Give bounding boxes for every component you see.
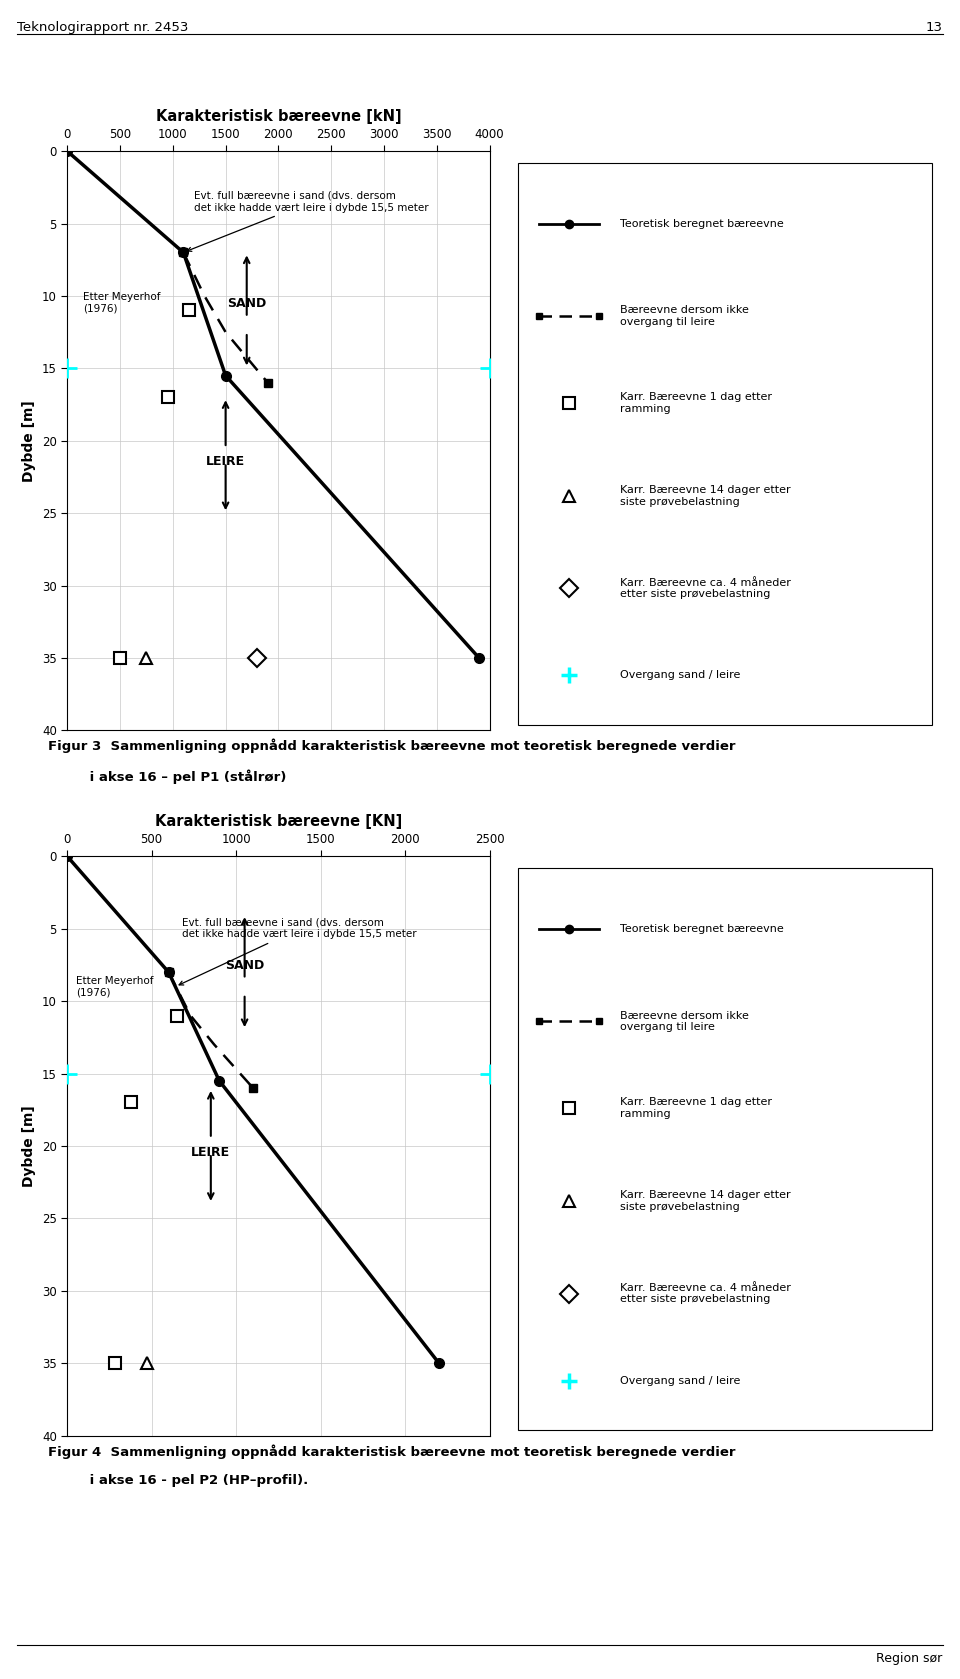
Text: Etter Meyerhof
(1976): Etter Meyerhof (1976)	[77, 975, 154, 997]
Text: Bæreevne dersom ikke
overgang til leire: Bæreevne dersom ikke overgang til leire	[620, 1011, 749, 1033]
Text: LEIRE: LEIRE	[191, 1145, 230, 1159]
Text: Karr. Bæreevne 1 dag etter
ramming: Karr. Bæreevne 1 dag etter ramming	[620, 393, 773, 415]
Text: Karr. Bæreevne 14 dager etter
siste prøvebelastning: Karr. Bæreevne 14 dager etter siste prøv…	[620, 1190, 791, 1212]
Text: Karr. Bæreevne ca. 4 måneder
etter siste prøvebelastning: Karr. Bæreevne ca. 4 måneder etter siste…	[620, 1283, 791, 1305]
Text: i akse 16 – pel P1 (stålrør): i akse 16 – pel P1 (stålrør)	[48, 769, 286, 784]
Text: LEIRE: LEIRE	[206, 455, 245, 468]
Text: Region sør: Region sør	[876, 1652, 943, 1666]
Text: Karr. Bæreevne ca. 4 måneder
etter siste prøvebelastning: Karr. Bæreevne ca. 4 måneder etter siste…	[620, 578, 791, 599]
Y-axis label: Dybde [m]: Dybde [m]	[22, 1105, 36, 1187]
Text: Karr. Bæreevne 1 dag etter
ramming: Karr. Bæreevne 1 dag etter ramming	[620, 1098, 773, 1120]
Title: Karakteristisk bæreevne [kN]: Karakteristisk bæreevne [kN]	[156, 109, 401, 124]
Text: Teoretisk beregnet bæreevne: Teoretisk beregnet bæreevne	[620, 218, 784, 228]
Text: i akse 16 - pel P2 (HP–profil).: i akse 16 - pel P2 (HP–profil).	[48, 1474, 308, 1488]
Text: Teoretisk beregnet bæreevne: Teoretisk beregnet bæreevne	[620, 923, 784, 934]
Text: Evt. full bæreevne i sand (dvs. dersom
det ikke hadde vært leire i dybde 15,5 me: Evt. full bæreevne i sand (dvs. dersom d…	[180, 918, 417, 986]
Text: Etter Meyerhof
(1976): Etter Meyerhof (1976)	[84, 292, 160, 314]
Text: Figur 3  Sammenligning oppnådd karakteristisk bæreevne mot teoretisk beregnede v: Figur 3 Sammenligning oppnådd karakteris…	[48, 739, 735, 754]
Text: Overgang sand / leire: Overgang sand / leire	[620, 670, 741, 680]
Text: SAND: SAND	[225, 959, 264, 972]
Text: Teknologirapport nr. 2453: Teknologirapport nr. 2453	[17, 20, 189, 34]
Text: Bæreevne dersom ikke
overgang til leire: Bæreevne dersom ikke overgang til leire	[620, 306, 749, 327]
Text: SAND: SAND	[228, 297, 266, 311]
Text: Figur 4  Sammenligning oppnådd karakteristisk bæreevne mot teoretisk beregnede v: Figur 4 Sammenligning oppnådd karakteris…	[48, 1444, 735, 1459]
Text: 13: 13	[925, 20, 943, 34]
Text: Karr. Bæreevne 14 dager etter
siste prøvebelastning: Karr. Bæreevne 14 dager etter siste prøv…	[620, 485, 791, 507]
Text: Overgang sand / leire: Overgang sand / leire	[620, 1375, 741, 1385]
Text: Evt. full bæreevne i sand (dvs. dersom
det ikke hadde vært leire i dybde 15,5 me: Evt. full bæreevne i sand (dvs. dersom d…	[187, 191, 428, 252]
Title: Karakteristisk bæreevne [KN]: Karakteristisk bæreevne [KN]	[155, 814, 402, 829]
Y-axis label: Dybde [m]: Dybde [m]	[22, 400, 36, 482]
